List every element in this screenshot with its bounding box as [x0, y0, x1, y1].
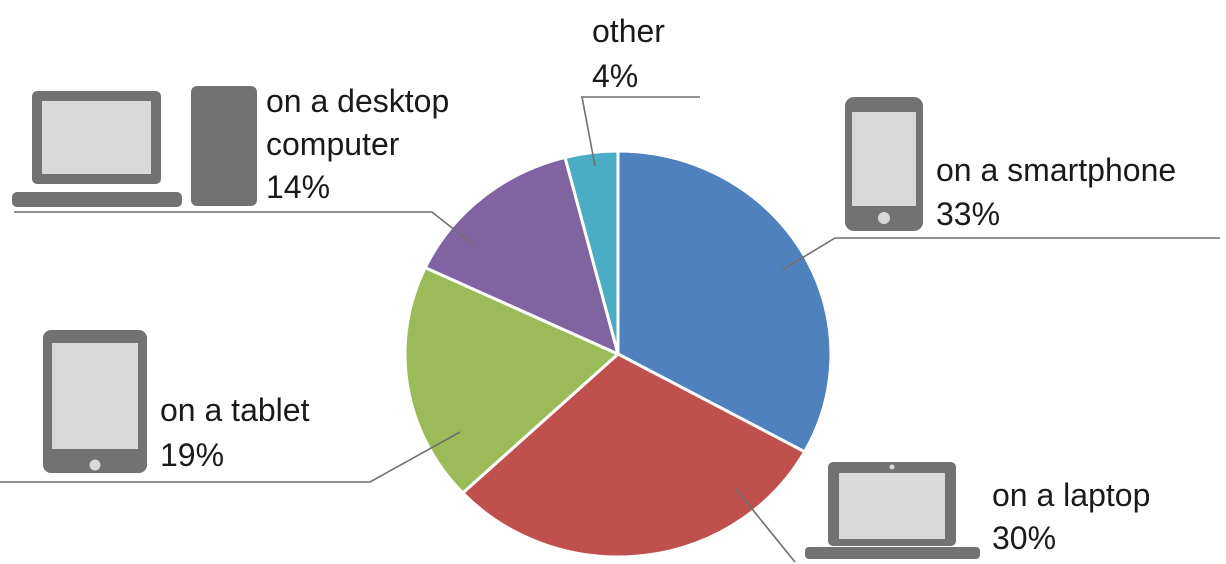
value-label-smartphone: 33% [936, 196, 1000, 232]
label-tablet: on a tablet [160, 392, 310, 428]
value-label-laptop: 30% [992, 520, 1056, 556]
leader-line-other [581, 96, 700, 167]
leader-line-desktop [14, 211, 476, 247]
value-label-tablet: 19% [160, 437, 224, 473]
leader-line-smartphone [781, 237, 1220, 271]
tablet-icon [43, 330, 147, 473]
data-labels: on a smartphone 33% on a laptop 30% on a… [160, 13, 1176, 556]
laptop-icon [805, 462, 980, 559]
pie-slice-desktop [423, 155, 620, 356]
pie-slice-smartphone [616, 149, 833, 454]
label-other: other [592, 13, 665, 49]
pie-slices [403, 149, 833, 559]
value-label-other: 4% [592, 58, 638, 94]
label-desktop-line1: on a desktop [266, 83, 449, 119]
leader-lines [0, 96, 1220, 563]
label-laptop: on a laptop [992, 477, 1150, 513]
leader-line-laptop [734, 487, 796, 563]
pie-slice-laptop [461, 352, 807, 559]
label-desktop-line2: computer [266, 126, 400, 162]
label-smartphone: on a smartphone [936, 152, 1176, 188]
value-label-desktop: 14% [266, 169, 330, 205]
pie-slice-other [563, 149, 620, 356]
smartphone-icon [845, 97, 923, 231]
leader-line-tablet [0, 431, 461, 483]
desktop-computer-icon [12, 86, 257, 207]
pie-slice-tablet [403, 266, 620, 495]
